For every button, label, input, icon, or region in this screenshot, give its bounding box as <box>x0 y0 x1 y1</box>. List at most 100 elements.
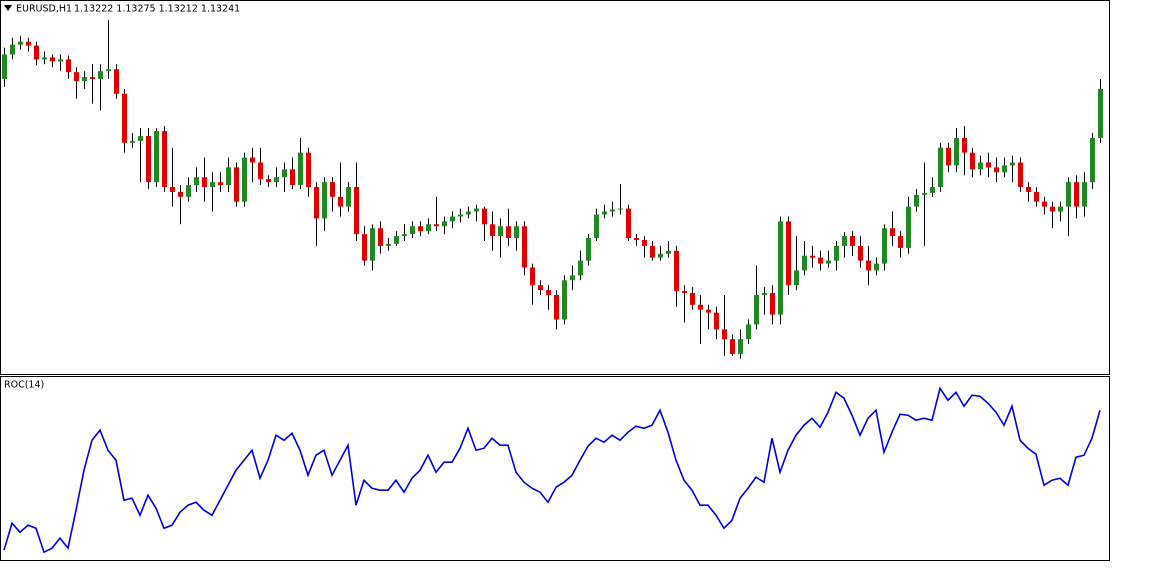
candle-body <box>858 245 863 261</box>
candle-body <box>810 255 815 258</box>
candle-body <box>922 192 927 195</box>
candle-body <box>546 290 551 295</box>
candle-body <box>130 140 135 143</box>
candle-body <box>138 135 143 141</box>
candle-body <box>282 169 287 178</box>
candle-body <box>530 267 535 286</box>
candle-body <box>930 187 935 193</box>
candle-body <box>402 234 407 237</box>
candle-body <box>474 208 479 212</box>
candle-body <box>738 339 743 354</box>
candle-body <box>466 211 471 215</box>
candle-body <box>10 44 15 55</box>
candle-body <box>490 224 495 237</box>
candle-body <box>874 263 879 271</box>
candle-body <box>938 147 943 188</box>
candle-body <box>698 304 703 310</box>
candle-body <box>786 221 791 286</box>
candle-body <box>954 137 959 166</box>
candle-body <box>978 162 983 170</box>
candle-body <box>354 187 359 235</box>
candle-body <box>610 209 615 212</box>
candle-body <box>458 214 463 217</box>
candle-body <box>1050 206 1055 212</box>
candle-body <box>794 270 799 286</box>
candle-body <box>274 177 279 183</box>
candle-body <box>506 226 511 239</box>
candle-body <box>586 238 591 261</box>
candle-body <box>714 312 719 330</box>
candle-body <box>1034 191 1039 202</box>
candle-body <box>642 240 647 246</box>
candle-body <box>1018 162 1023 188</box>
candle-body <box>914 194 919 207</box>
candle-body <box>162 131 167 188</box>
candle-body <box>594 214 599 239</box>
candle-body <box>690 293 695 305</box>
candle-body <box>618 208 623 210</box>
candle-body <box>314 187 319 219</box>
candle-body <box>970 152 975 170</box>
candle-body <box>322 182 327 219</box>
candle-body <box>994 167 999 173</box>
candle-body <box>74 72 79 81</box>
candle-body <box>114 69 119 94</box>
candle-body <box>394 236 399 244</box>
candle-body <box>98 71 103 80</box>
candle-body <box>66 59 71 73</box>
candle-body <box>834 245 839 261</box>
indicator-line <box>3 386 1101 554</box>
candle-body <box>770 293 775 315</box>
candle-body <box>386 243 391 246</box>
candle-body <box>1098 88 1103 138</box>
candle-body <box>482 208 487 225</box>
candle-body <box>18 41 23 45</box>
candle-body <box>578 260 583 276</box>
price-panel-frame <box>0 0 1110 375</box>
candle-body <box>194 177 199 186</box>
candle-body <box>226 167 231 186</box>
candle-body <box>906 206 911 248</box>
candle-body <box>370 228 375 261</box>
candle-body <box>410 226 415 235</box>
candle-body <box>58 59 63 62</box>
candle-body <box>538 285 543 291</box>
candle-body <box>1002 165 1007 173</box>
symbol: EURUSD,H1 <box>16 4 72 15</box>
candle-body <box>170 187 175 192</box>
collapse-arrow[interactable] <box>4 5 12 11</box>
candle-body <box>802 255 807 271</box>
candle-body <box>90 77 95 80</box>
candle-body <box>850 236 855 246</box>
candle-body <box>1058 206 1063 212</box>
candle-body <box>602 211 607 215</box>
candle-body <box>842 236 847 246</box>
candle-body <box>298 152 303 186</box>
candle-body <box>866 260 871 271</box>
candle-body <box>234 167 239 202</box>
candle-body <box>146 135 151 183</box>
candle-body <box>674 250 679 292</box>
candle-body <box>666 250 671 254</box>
candle-body <box>2 54 7 80</box>
candle-body <box>186 185 191 197</box>
candle-body <box>122 93 127 143</box>
candle-body <box>202 177 207 188</box>
candle-body <box>106 69 111 72</box>
candle-body <box>418 226 423 232</box>
candle-body <box>746 324 751 340</box>
candle-body <box>34 45 39 60</box>
indicator-name: ROC(14) <box>4 380 44 391</box>
candle-body <box>82 77 87 81</box>
candle-body <box>1082 182 1087 207</box>
candle-body <box>722 329 727 340</box>
candle-body <box>682 291 687 294</box>
candle-body <box>426 224 431 232</box>
candle-body <box>570 275 575 281</box>
candle-body <box>330 182 335 197</box>
candle-body <box>50 57 55 62</box>
candle-body <box>26 41 31 46</box>
candle-body <box>778 221 783 315</box>
indicator-panel-frame <box>0 376 1110 561</box>
